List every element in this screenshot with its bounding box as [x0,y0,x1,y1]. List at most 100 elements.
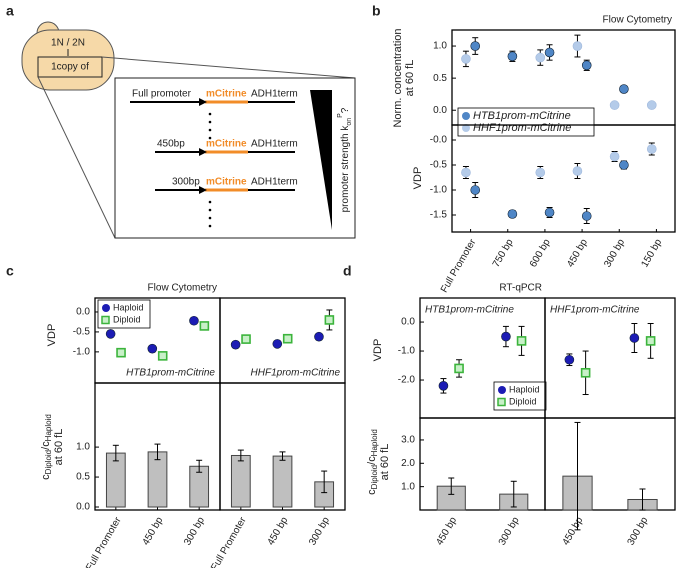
y-tick-label: 1.0 [76,442,90,453]
marker [461,167,471,178]
legend-marker [462,124,470,132]
arrowhead [199,148,207,156]
legend: Haploid Diploid [97,299,151,329]
legend-marker [101,315,110,325]
legend-label: Haploid [113,302,144,312]
row-left: 450bp [157,139,185,150]
marker [461,54,471,64]
subplot: 0.0 0.5 1.0 b Flow Cytometry Norm. concentrat… [372,3,676,137]
row-left: Full promoter [132,89,192,100]
error-bar [639,488,646,511]
cell-label: 1N / 2N [51,38,85,49]
y-axis-label: VDP [46,324,58,347]
x-tick-label: 300 bp [307,515,332,547]
marker [564,354,575,365]
gene-box [37,56,103,78]
y-tick-label: -1.5 [430,210,448,221]
row-mid: mCitrine [206,89,247,100]
marker [535,52,546,63]
arrowhead [199,98,207,106]
marker [470,41,481,51]
gene-label: HTB1prom-mCitrine [425,305,514,316]
y-tick-label: -1.0 [430,185,448,196]
marker [572,166,583,176]
subplot: 0.0 -1.0 -2.0 d RT-qPCR HTB1prom-mCitrine VDP H… [343,263,547,419]
legend-marker [462,112,470,120]
plot-frame [544,297,676,419]
gene-label: HTB1prom-mCitrine [126,368,215,379]
strength-wedge [310,90,332,230]
legend-label: Diploid [113,314,141,324]
y-tick-label: -0.5 [73,327,91,338]
marker [544,47,555,58]
marker [314,331,324,342]
y-axis-label: at 60 fL [379,444,391,481]
marker [619,160,629,170]
subplot: 1.0 2.0 3.0 450 bp 300 bp cDiploid/cHaploidat… [366,417,546,547]
x-tick-label: 450 bp [266,515,291,547]
y-axis-label: at 60 fL [404,60,416,97]
legend-marker [497,397,506,407]
y-tick-label: -1.0 [398,346,416,357]
y-tick-label: 2.0 [401,458,415,469]
x-tick-label: 450 bp [565,237,590,269]
gene-label: HHF1prom-mCitrine [550,305,640,316]
error-bar [154,443,161,461]
plot-frame [544,417,676,511]
y-axis-label: VDP [412,167,424,190]
y-axis-label: VDP [372,339,384,362]
marker [438,381,449,391]
x-tick-label: 750 bp [491,237,516,269]
bar [230,454,251,508]
dots [208,112,212,228]
k: k [340,125,351,131]
chart-title: Flow Cytometry [148,283,217,294]
marker [609,100,620,110]
y-label-part: /c [40,441,52,450]
panel-a: a 1N / 2N 1copy of Full promoter mCitrin… [6,3,356,239]
cell [21,29,115,91]
y-label-part: Haploid [44,414,53,441]
panel-label: c [6,263,14,279]
x-tick-label: 150 bp [639,237,664,269]
box-label: 1copy of [51,62,89,73]
y-label-part: /c [366,456,378,465]
row-1: Full promoter mCitrine ADH1term [130,89,298,106]
marker [454,363,464,374]
legend: Haploid Diploid [493,381,547,411]
x-tick-label: 450 bp [434,515,459,547]
subplot: Full Promoter 450 bp 300 bp [209,382,346,568]
x-tick-label: 450 bp [561,515,586,547]
marker [230,339,241,350]
chart-title: Flow Cytometry [603,15,672,26]
marker [645,336,656,346]
marker [324,315,335,325]
error-bar [321,470,328,494]
zoom-line [37,76,116,239]
legend-marker [498,386,506,394]
x-tick-label: 300 bp [602,237,627,269]
legend-label: Haploid [509,384,540,394]
y-axis-label: Norm. concentration [392,28,404,127]
marker [581,211,592,221]
row-right: ADH1term [251,177,298,188]
x-tick-label: 300 bp [626,515,651,547]
marker [241,334,251,344]
row-left: 300bp [172,177,200,188]
gene-label: HHF1prom-mCitrine [251,368,341,379]
k-sup: P [337,113,344,118]
construct-box [114,77,356,239]
marker [105,329,116,339]
y-tick-label: -2.0 [398,375,416,386]
legend-marker [102,304,110,312]
plot-frame [451,124,676,233]
marker [572,41,583,51]
y-tick-label: 0.0 [433,105,447,116]
error-bar [237,449,244,462]
marker [507,209,518,219]
x-tick-label: 450 bp [141,515,166,547]
row-2: 450bp mCitrine ADH1term [155,139,298,156]
subplot: -1.5 -1.0 -0.5 -0.0 Full Promoter 750 bp 600 b… [412,124,676,295]
